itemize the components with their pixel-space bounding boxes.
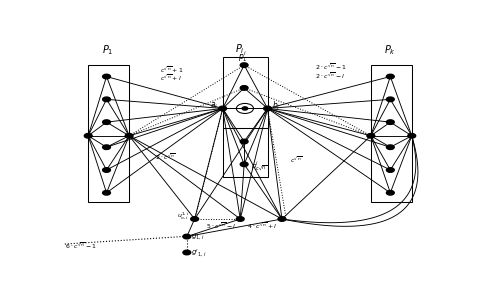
Circle shape — [240, 162, 248, 167]
Circle shape — [85, 133, 92, 138]
Text: $6\cdot c^{\sqrt{n}}-1$: $6\cdot c^{\sqrt{n}}-1$ — [65, 242, 97, 251]
Text: $P_k$: $P_k$ — [384, 44, 396, 57]
Bar — [223, 57, 268, 128]
Text: $5\cdot c^{\sqrt{n}}-l$: $5\cdot c^{\sqrt{n}}-l$ — [206, 222, 236, 231]
Circle shape — [386, 168, 394, 172]
Circle shape — [219, 106, 226, 111]
Text: $c^{\sqrt{n}}$: $c^{\sqrt{n}}$ — [290, 155, 302, 165]
Text: $p^i_{c\sqrt{n}}$: $p^i_{c\sqrt{n}}$ — [251, 160, 268, 174]
Bar — [371, 65, 412, 202]
Text: $P_1$: $P_1$ — [102, 44, 114, 57]
Circle shape — [278, 217, 286, 221]
Bar — [223, 128, 268, 177]
Text: $a_i$: $a_i$ — [210, 100, 218, 111]
Circle shape — [386, 120, 394, 124]
Text: $2\cdot c^{\sqrt{n}}-1$: $2\cdot c^{\sqrt{n}}-1$ — [315, 62, 348, 72]
Circle shape — [240, 139, 248, 144]
Text: $g'_{1,i}$: $g'_{1,i}$ — [191, 247, 206, 258]
Text: $4\cdot c^{\sqrt{n}}+l$: $4\cdot c^{\sqrt{n}}+l$ — [246, 222, 277, 231]
Text: $c^{\sqrt{n}}+l$: $c^{\sqrt{n}}+l$ — [159, 73, 182, 83]
Circle shape — [103, 191, 111, 195]
Circle shape — [103, 74, 111, 79]
Circle shape — [386, 97, 394, 102]
Bar — [88, 65, 129, 202]
Circle shape — [386, 145, 394, 149]
Circle shape — [240, 86, 248, 90]
Circle shape — [240, 63, 248, 67]
Circle shape — [367, 133, 375, 138]
Circle shape — [386, 191, 394, 195]
Text: $p_1^i$: $p_1^i$ — [238, 49, 248, 64]
Circle shape — [236, 217, 244, 221]
Text: $2\cdot c^{\sqrt{n}}-l$: $2\cdot c^{\sqrt{n}}-l$ — [315, 72, 346, 81]
Circle shape — [242, 107, 247, 110]
Circle shape — [103, 145, 111, 149]
Text: $c^{\sqrt{n}}+1$: $c^{\sqrt{n}}+1$ — [159, 65, 183, 75]
Circle shape — [386, 74, 394, 79]
Circle shape — [103, 168, 111, 172]
Circle shape — [264, 106, 272, 111]
Circle shape — [125, 133, 133, 138]
Circle shape — [103, 97, 111, 102]
Circle shape — [183, 234, 191, 239]
Circle shape — [408, 133, 415, 138]
Circle shape — [183, 250, 191, 255]
Text: $u_{o,i}^{1,i}$: $u_{o,i}^{1,i}$ — [177, 211, 190, 221]
Circle shape — [191, 217, 199, 221]
Text: $b_i$: $b_i$ — [272, 99, 281, 112]
Text: $P_i$: $P_i$ — [235, 42, 245, 56]
Text: $g_{1,i}$: $g_{1,i}$ — [191, 232, 204, 241]
Text: $2\cdot c^{\sqrt{n}}$: $2\cdot c^{\sqrt{n}}$ — [155, 152, 176, 163]
Circle shape — [103, 120, 111, 124]
